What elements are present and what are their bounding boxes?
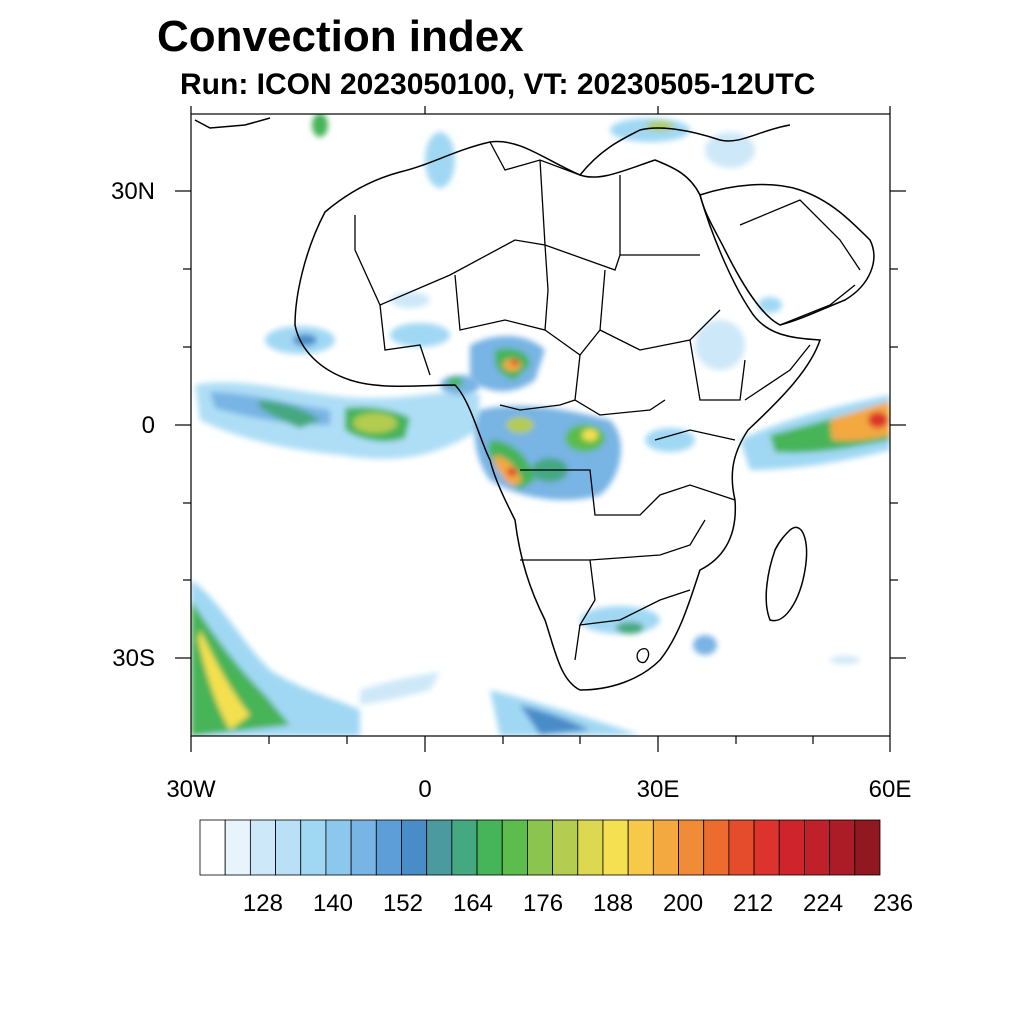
arabia-coastline xyxy=(699,183,875,326)
colorbar-swatch xyxy=(703,819,730,876)
colorbar-swatch xyxy=(652,819,679,876)
colorbar-swatch xyxy=(325,819,352,876)
colorbar-swatch xyxy=(199,819,226,876)
colorbar-tick-label: 176 xyxy=(522,890,564,917)
map-title: Convection index xyxy=(157,12,524,61)
colorbar-swatch xyxy=(249,819,276,876)
lon-label-60e: 60E xyxy=(868,776,912,803)
colorbar-swatch xyxy=(451,819,478,876)
colorbar-tick-label: 188 xyxy=(593,890,634,917)
lat-label-0: 0 xyxy=(141,412,155,439)
colorbar-tick-label: 212 xyxy=(733,890,774,917)
colorbar-swatch xyxy=(728,819,755,876)
map-subtitle: Run: ICON 2023050100, VT: 20230505-12UTC xyxy=(180,68,816,101)
colorbar-swatch xyxy=(401,819,428,876)
colorbar-swatch xyxy=(627,819,654,876)
colorbar-tick-label: 128 xyxy=(242,890,283,917)
convection-area-atlantic xyxy=(195,382,480,459)
colorbar-swatch xyxy=(778,819,805,876)
colorbar-tick-label: 200 xyxy=(663,890,704,917)
colorbar-swatch xyxy=(275,819,302,876)
coastlines xyxy=(194,117,875,691)
colorbar-swatch xyxy=(300,819,327,876)
lat-label-30n: 30N xyxy=(110,178,155,205)
colorbar-swatch xyxy=(224,819,251,876)
colorbar-tick-label: 236 xyxy=(873,890,914,917)
axis-ticks xyxy=(175,106,906,752)
colorbar-swatch xyxy=(753,819,780,876)
colorbar-swatch xyxy=(678,819,705,876)
colorbar-tick-label: 224 xyxy=(803,890,844,917)
lat-label-30s: 30S xyxy=(112,645,155,672)
colorbar-swatch xyxy=(375,819,402,876)
colorbar-tick-label: 140 xyxy=(312,890,353,917)
colorbar-swatch xyxy=(552,819,579,876)
colorbar-swatch xyxy=(476,819,503,876)
colorbar xyxy=(199,819,881,876)
colorbar-swatch xyxy=(829,819,856,876)
africa-coastline xyxy=(294,140,822,691)
colorbar-swatch xyxy=(854,819,881,876)
madagascar-coastline xyxy=(765,526,808,622)
colorbar-swatch xyxy=(527,819,553,876)
colorbar-swatch xyxy=(804,819,831,876)
colorbar-swatch xyxy=(577,819,604,876)
colorbar-swatch xyxy=(602,819,629,876)
colorbar-swatch xyxy=(501,819,528,876)
lon-label-0: 0 xyxy=(418,776,432,803)
convection-field xyxy=(191,114,890,736)
country-borders xyxy=(354,141,861,664)
lon-label-30e: 30E xyxy=(636,776,680,803)
colorbar-swatch xyxy=(426,819,453,876)
colorbar-tick-label: 164 xyxy=(452,890,494,917)
lon-label-30w: 30W xyxy=(166,776,216,803)
colorbar-tick-label: 152 xyxy=(382,890,424,917)
colorbar-swatch xyxy=(350,819,377,876)
